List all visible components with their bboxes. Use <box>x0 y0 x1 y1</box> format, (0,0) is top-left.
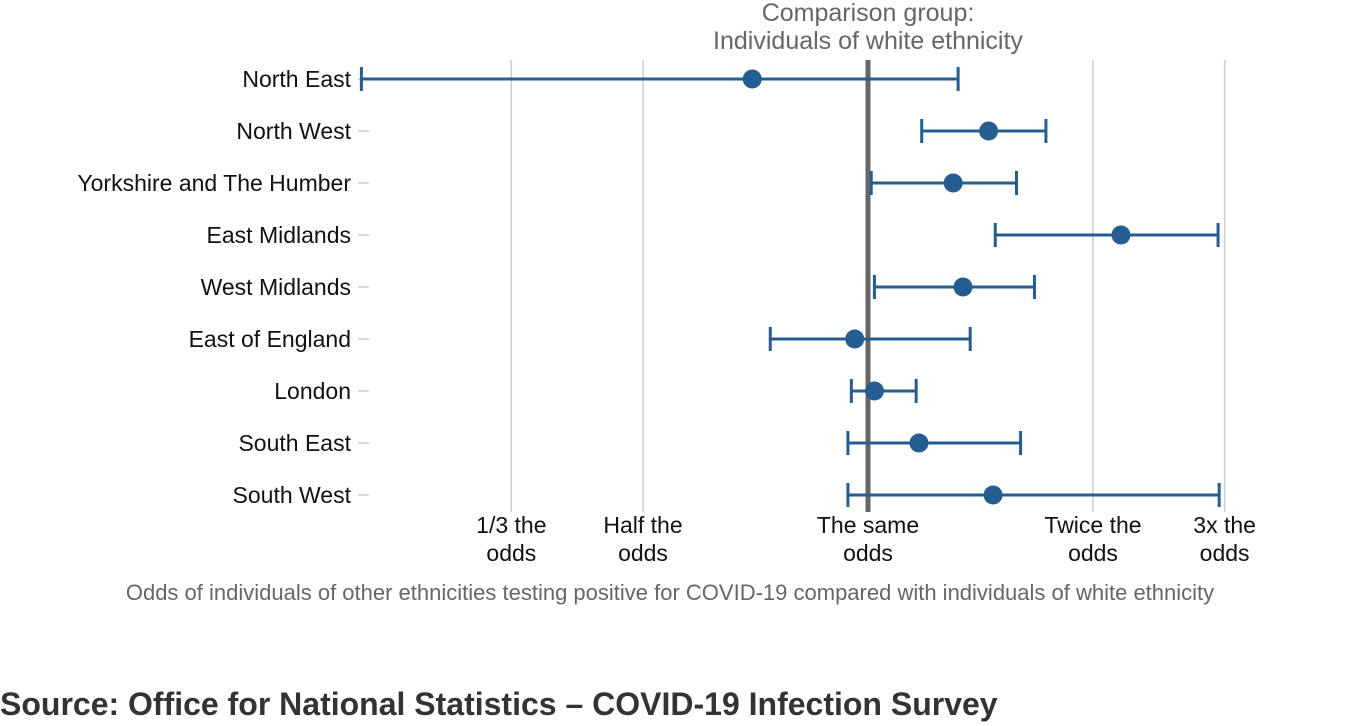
point-estimate <box>983 485 1003 505</box>
point-estimate <box>864 381 884 401</box>
x-axis-title: Odds of individuals of other ethnicities… <box>126 580 1214 605</box>
category-label: London <box>274 378 351 404</box>
x-tick-label: 3x the odds <box>1193 512 1256 566</box>
x-tick-label: Twice the odds <box>1044 512 1141 566</box>
row-london: London <box>274 378 918 404</box>
source-note: Source: Office for National Statistics –… <box>0 686 998 722</box>
x-tick-label-line: odds <box>1200 540 1250 566</box>
row-east-of-england: East of England <box>189 326 972 352</box>
row-south-east: South East <box>238 430 1023 456</box>
row-yorkshire-and-the-humber: Yorkshire and The Humber <box>77 170 1018 196</box>
x-tick-label: Half the odds <box>603 512 682 566</box>
x-tick-label-line: odds <box>486 540 536 566</box>
reference-label-line: Individuals of white ethnicity <box>713 27 1023 55</box>
row-west-midlands: West Midlands <box>201 274 1036 300</box>
point-estimate <box>1111 225 1131 245</box>
reference-label-line: Comparison group: <box>762 0 975 27</box>
x-tick-label-line: odds <box>843 540 893 566</box>
x-tick-label-line: Twice the <box>1044 512 1141 538</box>
point-estimate <box>943 173 963 193</box>
x-tick-label-line: 1/3 the <box>476 512 546 538</box>
gridlines <box>510 60 1226 512</box>
category-label: West Midlands <box>201 274 351 300</box>
point-estimate <box>845 329 865 349</box>
forest-plot: Comparison group: Individuals of white et… <box>77 0 1256 605</box>
reference-label: Comparison group: Individuals of white et… <box>713 0 1023 55</box>
point-estimate <box>909 433 929 453</box>
x-tick-label-line: The same <box>817 512 919 538</box>
category-label: North East <box>242 66 351 92</box>
point-estimate <box>979 121 999 141</box>
category-label: South East <box>238 430 351 456</box>
x-tick-label-line: odds <box>1068 540 1118 566</box>
category-label: North West <box>236 118 351 144</box>
category-label: Yorkshire and The Humber <box>77 170 351 196</box>
x-tick-label-line: 3x the <box>1193 512 1256 538</box>
category-label: East of England <box>189 326 351 352</box>
plot-rows: North East North West Yorkshire and The Hu… <box>77 66 1221 508</box>
category-label: South West <box>233 482 352 508</box>
row-north-west: North West <box>236 118 1048 144</box>
x-tick-label-line: Half the <box>603 512 682 538</box>
reference-line-group: Comparison group: Individuals of white et… <box>713 0 1023 512</box>
point-estimate <box>742 69 762 89</box>
x-tick-label: 1/3 the odds <box>476 512 546 566</box>
row-south-west: South West <box>233 482 1221 508</box>
point-estimate <box>953 277 973 297</box>
row-east-midlands: East Midlands <box>207 222 1220 248</box>
x-tick-label-line: odds <box>618 540 668 566</box>
x-tick-label: The same odds <box>817 512 919 566</box>
row-north-east: North East <box>242 66 960 92</box>
category-label: East Midlands <box>207 222 351 248</box>
